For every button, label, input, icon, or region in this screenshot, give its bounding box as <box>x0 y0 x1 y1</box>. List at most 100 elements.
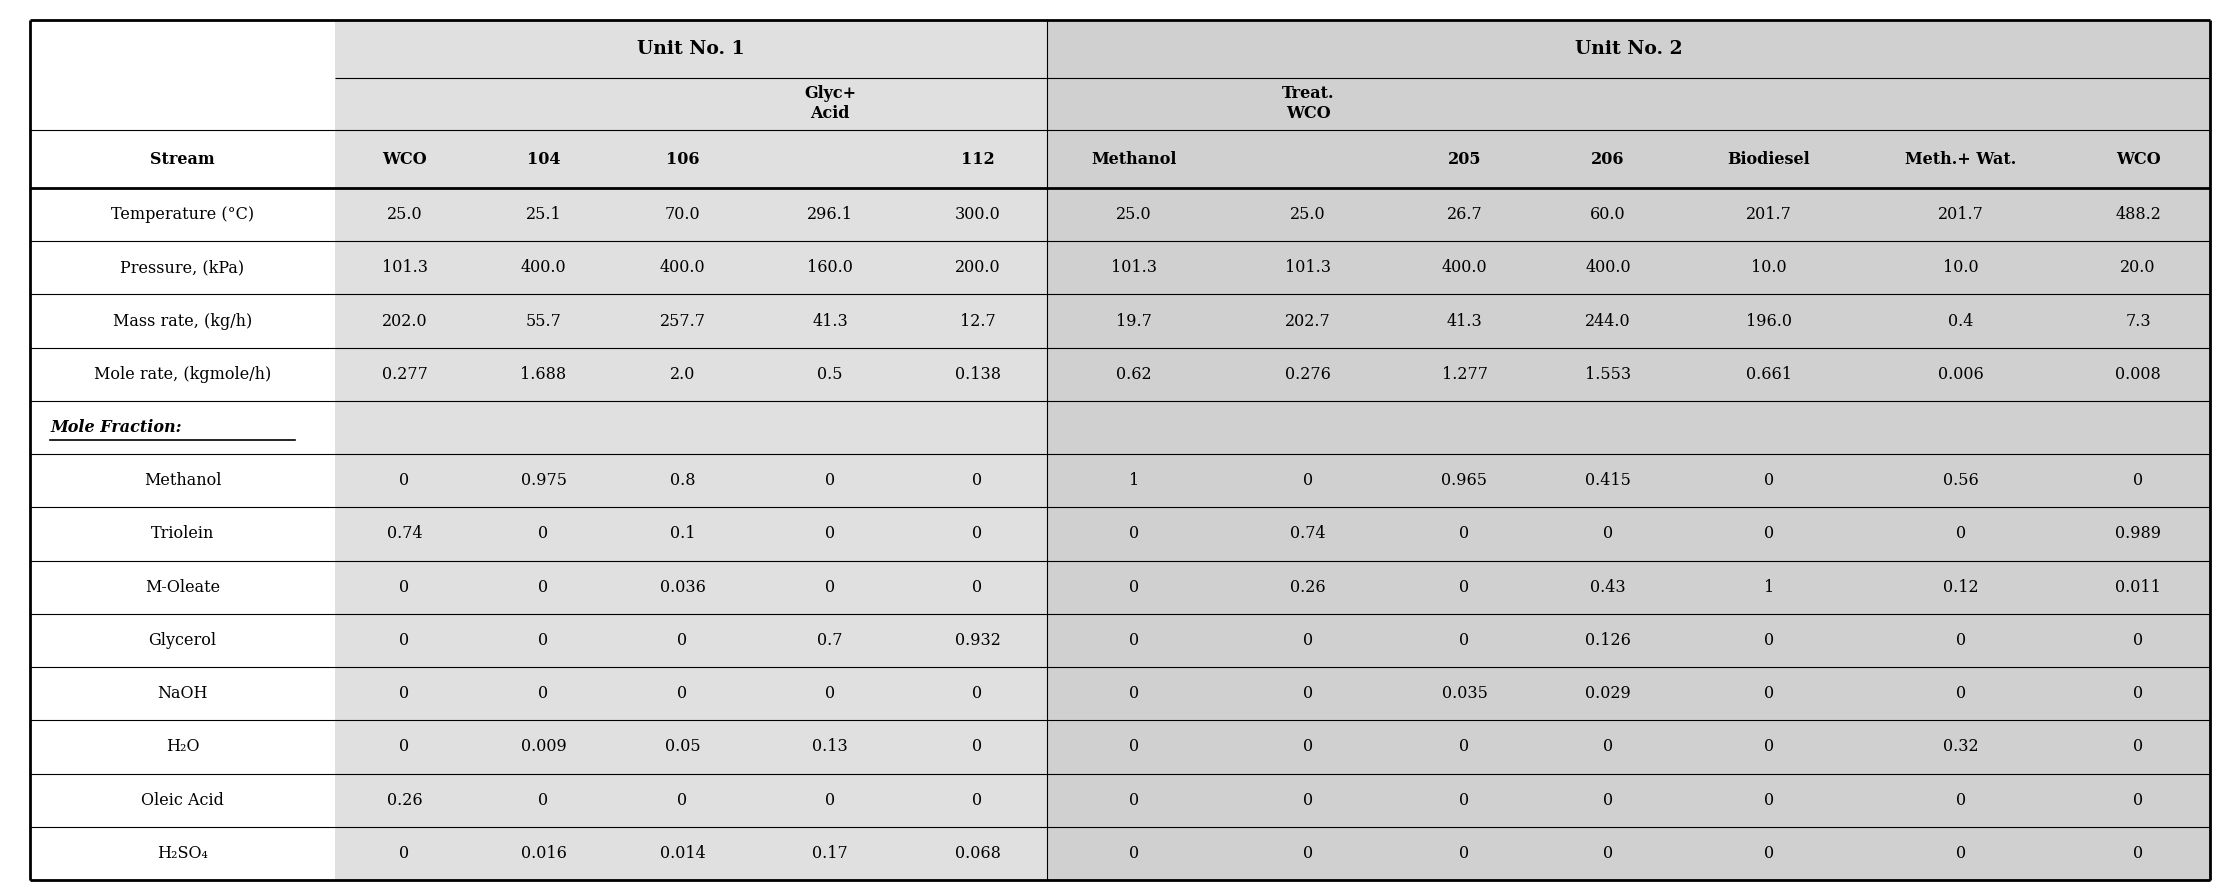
Text: 0: 0 <box>1763 472 1775 490</box>
Text: 0: 0 <box>972 685 983 702</box>
Text: 2.0: 2.0 <box>670 366 695 383</box>
Text: 0.4: 0.4 <box>1949 312 1974 329</box>
Text: 205: 205 <box>1448 151 1482 168</box>
Text: 0.26: 0.26 <box>1290 579 1325 596</box>
Text: 0: 0 <box>1303 792 1314 809</box>
Text: 0: 0 <box>400 739 409 756</box>
Text: 0: 0 <box>1459 845 1471 862</box>
Text: 0: 0 <box>1763 632 1775 649</box>
Text: 0.5: 0.5 <box>818 366 843 383</box>
Text: 0.965: 0.965 <box>1442 472 1489 490</box>
Text: 257.7: 257.7 <box>659 312 706 329</box>
Text: 0.26: 0.26 <box>387 792 422 809</box>
Text: 0: 0 <box>2132 472 2143 490</box>
Text: 488.2: 488.2 <box>2114 206 2161 223</box>
Text: 0: 0 <box>1459 579 1471 596</box>
Text: 10.0: 10.0 <box>1752 260 1786 277</box>
Text: 0.989: 0.989 <box>2114 525 2161 542</box>
Text: M-Oleate: M-Oleate <box>145 579 219 596</box>
Text: NaOH: NaOH <box>156 685 208 702</box>
Text: 0: 0 <box>1956 792 1967 809</box>
Text: H₂SO₄: H₂SO₄ <box>156 845 208 862</box>
Text: 0: 0 <box>972 472 983 490</box>
Text: 0: 0 <box>1602 792 1614 809</box>
Text: 41.3: 41.3 <box>811 312 847 329</box>
Text: 0.05: 0.05 <box>664 739 700 756</box>
Text: 101.3: 101.3 <box>382 260 427 277</box>
Text: 0: 0 <box>1459 739 1471 756</box>
Text: 1.688: 1.688 <box>521 366 565 383</box>
Text: 0: 0 <box>400 579 409 596</box>
Text: 244.0: 244.0 <box>1585 312 1632 329</box>
Text: 0: 0 <box>1602 525 1614 542</box>
Text: Meth.+ Wat.: Meth.+ Wat. <box>1906 151 2016 168</box>
Text: 0.029: 0.029 <box>1585 685 1632 702</box>
Text: 0.17: 0.17 <box>811 845 847 862</box>
Text: 1.277: 1.277 <box>1442 366 1489 383</box>
Bar <box>1046 20 2210 880</box>
Text: 0: 0 <box>1763 525 1775 542</box>
Text: 25.0: 25.0 <box>387 206 422 223</box>
Text: 0: 0 <box>2132 739 2143 756</box>
Text: 0: 0 <box>972 792 983 809</box>
Text: WCO: WCO <box>1285 105 1330 122</box>
Text: 0: 0 <box>1303 845 1314 862</box>
Text: 0.016: 0.016 <box>521 845 565 862</box>
Text: 0.12: 0.12 <box>1942 579 1978 596</box>
Text: 201.7: 201.7 <box>1938 206 1985 223</box>
Text: 55.7: 55.7 <box>525 312 561 329</box>
Text: 0.32: 0.32 <box>1942 739 1978 756</box>
Text: 202.0: 202.0 <box>382 312 427 329</box>
Text: 0.56: 0.56 <box>1942 472 1978 490</box>
Text: 202.7: 202.7 <box>1285 312 1330 329</box>
Text: 0.068: 0.068 <box>954 845 1001 862</box>
Text: 0: 0 <box>1129 685 1140 702</box>
Text: 0: 0 <box>677 792 688 809</box>
Text: 0: 0 <box>1956 685 1967 702</box>
Text: 0.1: 0.1 <box>670 525 695 542</box>
Text: 0: 0 <box>539 792 548 809</box>
Text: 0: 0 <box>1129 632 1140 649</box>
Text: 0.009: 0.009 <box>521 739 565 756</box>
Text: 0.008: 0.008 <box>2114 366 2161 383</box>
Text: 0.014: 0.014 <box>659 845 706 862</box>
Text: 1: 1 <box>1763 579 1775 596</box>
Text: 41.3: 41.3 <box>1446 312 1482 329</box>
Text: 0.43: 0.43 <box>1589 579 1625 596</box>
Text: 25.1: 25.1 <box>525 206 561 223</box>
Text: 201.7: 201.7 <box>1746 206 1792 223</box>
Text: 0: 0 <box>1763 739 1775 756</box>
Text: 0: 0 <box>1129 525 1140 542</box>
Text: 0.036: 0.036 <box>659 579 706 596</box>
Text: Temperature (°C): Temperature (°C) <box>112 206 255 223</box>
Text: 0: 0 <box>400 472 409 490</box>
Text: 0.277: 0.277 <box>382 366 427 383</box>
Text: 0: 0 <box>1956 845 1967 862</box>
Text: 0: 0 <box>825 792 836 809</box>
Text: 0.62: 0.62 <box>1115 366 1151 383</box>
Text: 10.0: 10.0 <box>1942 260 1978 277</box>
Text: 0.661: 0.661 <box>1746 366 1792 383</box>
Text: 0.7: 0.7 <box>818 632 843 649</box>
Text: 0: 0 <box>1602 739 1614 756</box>
Text: 0.011: 0.011 <box>2114 579 2161 596</box>
Text: 200.0: 200.0 <box>954 260 1001 277</box>
Text: 0: 0 <box>400 632 409 649</box>
Text: 25.0: 25.0 <box>1290 206 1325 223</box>
Text: Methanol: Methanol <box>143 472 221 490</box>
Text: Treat.: Treat. <box>1281 86 1334 103</box>
Text: Unit No. 2: Unit No. 2 <box>1576 40 1683 58</box>
Text: 104: 104 <box>527 151 561 168</box>
Text: H₂O: H₂O <box>165 739 199 756</box>
Text: Mole rate, (kgmole/h): Mole rate, (kgmole/h) <box>94 366 270 383</box>
Text: 0.74: 0.74 <box>387 525 422 542</box>
Text: 0: 0 <box>1459 525 1471 542</box>
Text: 0: 0 <box>539 685 548 702</box>
Text: 0: 0 <box>825 685 836 702</box>
Text: 0: 0 <box>1763 792 1775 809</box>
Text: 19.7: 19.7 <box>1115 312 1151 329</box>
Text: 400.0: 400.0 <box>1442 260 1486 277</box>
Text: 0: 0 <box>972 579 983 596</box>
Text: 0: 0 <box>1303 685 1314 702</box>
Text: 0.975: 0.975 <box>521 472 565 490</box>
